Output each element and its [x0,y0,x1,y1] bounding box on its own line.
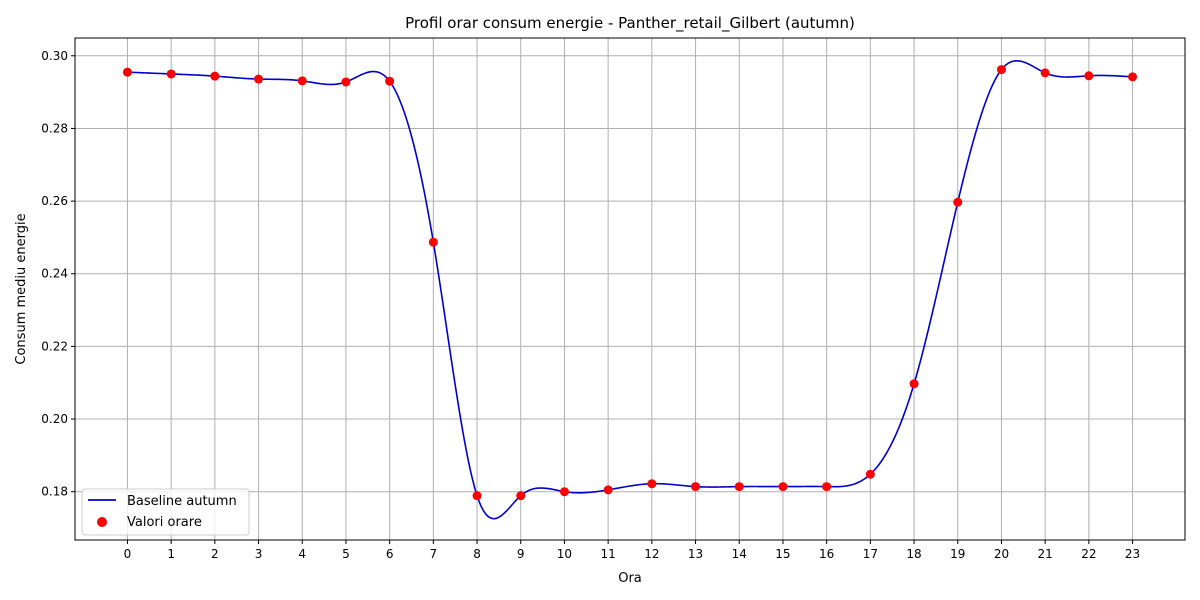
y-tick-label: 0.22 [41,339,68,353]
x-tick-label: 4 [298,547,306,561]
x-tick-label: 16 [819,547,834,561]
scatter-point [996,65,1006,75]
x-tick-label: 0 [124,547,132,561]
x-tick-label: 13 [688,547,703,561]
legend: Baseline autumn Valori orare [81,488,250,536]
y-tick-label: 0.20 [41,412,68,426]
scatter-point [865,469,875,479]
x-tick-label: 5 [342,547,350,561]
plot-frame [74,37,1186,541]
scatter-point [210,71,220,81]
scatter-point [559,487,569,497]
legend-label-points: Valori orare [127,515,202,530]
x-tick-label: 22 [1081,547,1096,561]
chart-title: Profil orar consum energie - Panther_ret… [405,14,855,33]
legend-point-swatch [97,517,107,527]
scatter-point [1084,71,1094,81]
x-tick-label: 21 [1038,547,1053,561]
scatter-point [122,67,132,77]
x-tick-label: 11 [601,547,616,561]
x-tick-label: 2 [211,547,219,561]
x-axis-label: Ora [618,571,642,586]
grid-lines [75,38,1185,540]
x-tick-label: 7 [430,547,438,561]
series-line-group [127,59,1133,520]
y-tick-label: 0.18 [41,485,68,499]
baseline-series-line [127,59,1133,520]
x-tick-label: 14 [732,547,747,561]
scatter-point [691,482,701,492]
scatter-point [516,491,526,501]
legend-box [81,488,250,536]
scatter-point [341,77,351,87]
y-tick-label: 0.24 [41,267,68,281]
scatter-point [297,76,307,86]
x-tick-label: 6 [386,547,394,561]
scatter-point [778,482,788,492]
scatter-point [953,197,963,207]
x-tick-label: 8 [473,547,481,561]
scatter-point [734,482,744,492]
x-tick-label: 10 [557,547,572,561]
x-tick-label: 9 [517,547,525,561]
x-tick-label: 20 [994,547,1009,561]
scatter-point [385,76,395,86]
scatter-point [603,485,613,495]
legend-label-baseline: Baseline autumn [127,494,237,509]
y-tick-label: 0.30 [41,49,68,63]
scatter-point [428,237,438,247]
y-axis-ticks: 0.18 0.20 0.22 0.24 0.26 0.28 0.30 [41,49,75,499]
scatter-point [1128,72,1138,82]
x-tick-label: 12 [644,547,659,561]
y-tick-label: 0.26 [41,194,68,208]
x-tick-label: 23 [1125,547,1140,561]
x-tick-label: 3 [255,547,263,561]
x-tick-label: 19 [950,547,965,561]
scatter-point [1040,68,1050,78]
y-axis-label: Consum mediu energie [14,213,29,364]
scatter-point [647,479,657,489]
scatter-point [254,74,264,84]
x-tick-label: 17 [863,547,878,561]
x-tick-label: 1 [167,547,175,561]
x-axis-ticks: 0 1 2 3 4 5 6 7 8 9 10 11 12 13 14 15 16 17 18 19 20 21 22 23 [124,540,1140,561]
scatter-points-group [122,65,1138,501]
scatter-point [472,491,482,501]
x-tick-label: 15 [775,547,790,561]
x-tick-label: 18 [906,547,921,561]
scatter-point [909,379,919,389]
scatter-point [822,482,832,492]
y-tick-label: 0.28 [41,121,68,135]
scatter-point [166,69,176,79]
